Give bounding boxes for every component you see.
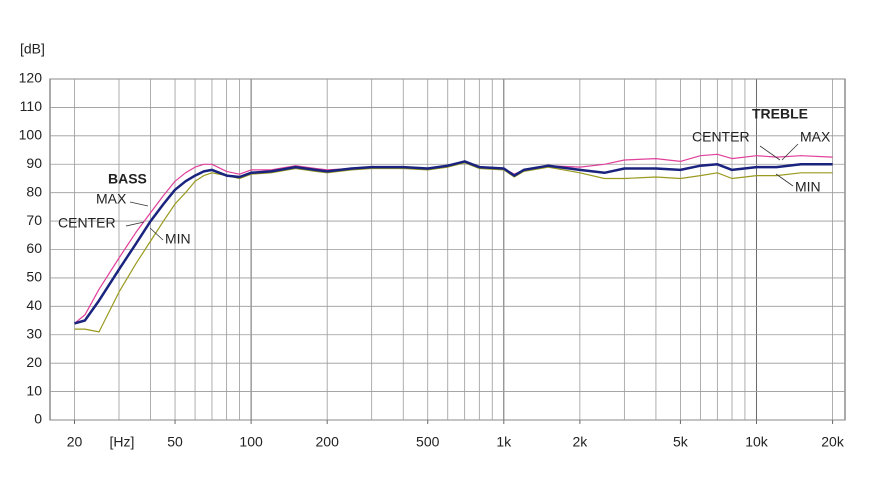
x-tick-label: 50: [167, 434, 183, 450]
y-tick-label: 40: [26, 297, 42, 313]
x-tick-label: 200: [316, 434, 340, 450]
y-tick-label: 110: [20, 98, 43, 114]
x-tick-label: 10k: [745, 434, 769, 450]
x-tick-label: 500: [416, 434, 440, 450]
leader-line: [759, 145, 781, 161]
series-label: MAX: [96, 191, 127, 207]
y-tick-label: 90: [26, 155, 42, 171]
y-tick-label: 80: [26, 183, 42, 199]
annotation: MIN: [795, 179, 821, 195]
series-label: MIN: [165, 231, 191, 247]
y-tick-label: 30: [26, 325, 42, 341]
x-tick-label: 100: [239, 434, 263, 450]
annotation: CENTER: [692, 129, 750, 145]
series-line: [74, 160, 833, 325]
annotation: MAX: [800, 129, 831, 145]
y-tick-label: 100: [19, 127, 43, 143]
series-label: CENTER: [58, 215, 116, 231]
leader-line: [781, 143, 799, 161]
y-tick-label: 10: [26, 382, 42, 398]
leader-line: [775, 173, 794, 187]
annotation: TREBLE: [752, 106, 808, 122]
y-tick-label: 0: [34, 411, 42, 427]
y-tick-label: 20: [26, 354, 42, 370]
x-tick-label: 20k: [821, 434, 845, 450]
y-tick-label: 70: [26, 212, 42, 228]
x-tick-label: 2k: [572, 434, 588, 450]
x-tick-label: 1k: [496, 434, 512, 450]
series-line: [74, 162, 833, 333]
y-tick-label: 120: [19, 70, 43, 86]
x-tick-label: 5k: [673, 434, 689, 450]
annotation: BASS: [108, 171, 147, 187]
x-unit: [Hz]: [110, 434, 135, 450]
y-unit: [dB]: [20, 41, 45, 57]
leader-line: [125, 221, 145, 227]
y-tick-label: 60: [26, 240, 42, 256]
leader-line: [129, 201, 149, 207]
leader-line: [149, 227, 164, 241]
y-tick-label: 50: [26, 269, 42, 285]
x-tick-label: 20: [67, 434, 83, 450]
